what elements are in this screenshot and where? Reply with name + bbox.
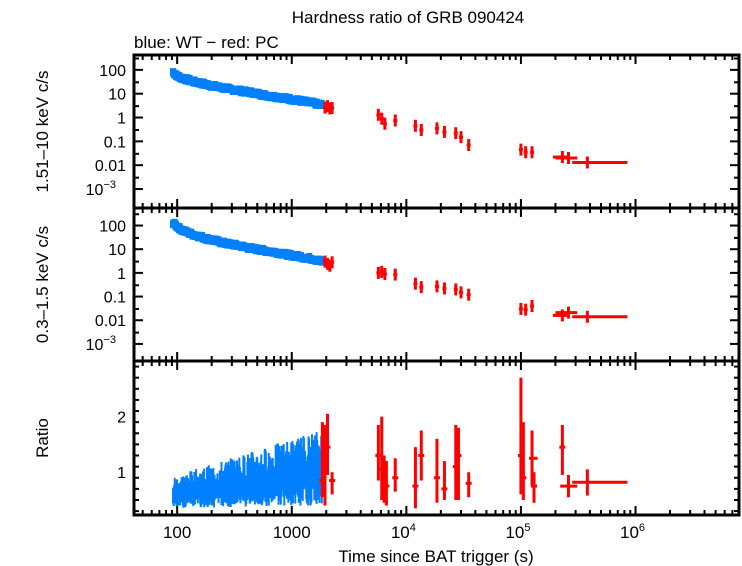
series-wt xyxy=(172,432,324,508)
x-axis-label: Time since BAT trigger (s) xyxy=(338,547,533,566)
panel-hard-band: 100 10 1 0.1 0.01 10−3 1.51–10 keV c/s xyxy=(33,53,741,210)
y-tick-label: 100 xyxy=(99,63,126,80)
data-point xyxy=(318,256,325,265)
series-wt xyxy=(170,68,325,109)
panel-ratio: 1 2 Ratio xyxy=(33,359,741,517)
y-tick-label: 1 xyxy=(117,111,126,128)
x-tick-label: 106 xyxy=(620,522,645,542)
x-tick-label: 104 xyxy=(391,522,416,542)
x-tick-label: 100 xyxy=(163,523,191,542)
series-pc xyxy=(322,255,628,323)
y-tick-label: 10 xyxy=(108,87,126,104)
series-pc xyxy=(322,100,628,169)
y-tick-label: 10−3 xyxy=(86,334,116,354)
y-tick-label: 1 xyxy=(117,266,126,283)
y-tick-label: 0.01 xyxy=(95,313,126,330)
x-tick-label: 105 xyxy=(505,522,530,542)
data-point xyxy=(318,100,325,109)
chart-title: Hardness ratio of GRB 090424 xyxy=(292,8,524,27)
y-tick-label: 1 xyxy=(117,465,126,482)
y-axis-label: 0.3–1.5 keV c/s xyxy=(33,226,52,343)
y-tick-label: 10 xyxy=(108,242,126,259)
x-tick-label: 1000 xyxy=(273,523,311,542)
y-tick-label: 2 xyxy=(117,410,126,427)
series-pc xyxy=(319,377,628,509)
y-tick-label: 0.1 xyxy=(104,290,126,307)
panel-frame xyxy=(132,359,741,517)
y-axis-label: 1.51–10 keV c/s xyxy=(33,71,52,193)
panel-soft-band: 100 10 1 0.1 0.01 10−3 0.3–1.5 keV c/s xyxy=(33,206,741,363)
y-tick-label: 0.1 xyxy=(104,134,126,151)
y-tick-label: 0.01 xyxy=(95,158,126,175)
y-axis-label: Ratio xyxy=(33,418,52,458)
y-tick-label: 10−3 xyxy=(86,179,116,199)
chart-subtitle: blue: WT − red: PC xyxy=(134,33,279,52)
y-tick-label: 100 xyxy=(99,219,126,236)
series-wt xyxy=(170,218,325,266)
